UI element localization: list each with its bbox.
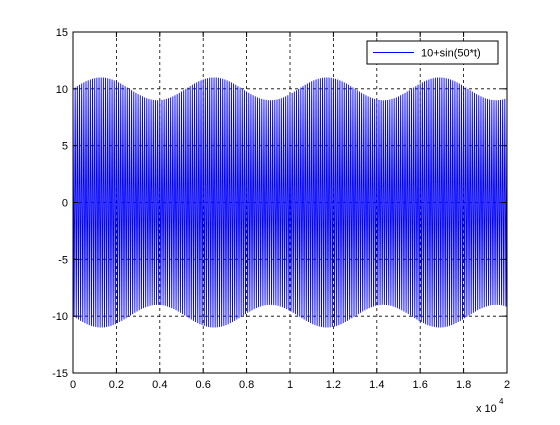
y-tick-label: 0 — [62, 198, 68, 210]
y-tick-label: -15 — [52, 368, 68, 380]
x-tick-label: 0 — [70, 379, 76, 391]
y-tick-labels: -15 -10 -5 0 5 10 15 — [52, 27, 68, 380]
x-tick-label: 0.2 — [109, 379, 124, 391]
x-tick-labels: 0 0.2 0.4 0.6 0.8 1 1.2 1.4 1.6 1.8 2 — [70, 379, 510, 391]
x-multiplier-exponent: 4 — [499, 397, 504, 406]
x-tick-label: 0.6 — [196, 379, 211, 391]
y-tick-label: 15 — [56, 27, 68, 39]
data-layer — [72, 77, 508, 328]
x-tick-label: 1.8 — [456, 379, 471, 391]
legend-box — [366, 40, 499, 65]
x-tick-label: 0.4 — [152, 379, 167, 391]
y-tick-label: 5 — [62, 141, 68, 153]
x-tick-label: 1.6 — [413, 379, 428, 391]
y-tick-label: 10 — [56, 84, 68, 96]
x-tick-label: 0.8 — [239, 379, 254, 391]
x-tick-label: 2 — [504, 379, 510, 391]
y-tick-label: -5 — [58, 254, 68, 266]
legend: 10+sin(50*t) — [366, 40, 499, 65]
legend-series-label: 10+sin(50*t) — [421, 48, 481, 60]
y-tick-label: -10 — [52, 311, 68, 323]
x-tick-label: 1 — [287, 379, 293, 391]
x-multiplier-label: x 10 — [476, 403, 497, 415]
tick-layer — [72, 31, 508, 374]
series-line-0 — [72, 77, 508, 328]
x-tick-label: 1.4 — [369, 379, 384, 391]
x-tick-label: 1.2 — [326, 379, 341, 391]
